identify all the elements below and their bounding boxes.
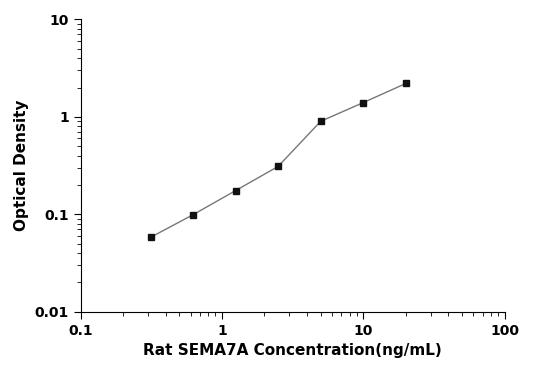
X-axis label: Rat SEMA7A Concentration(ng/mL): Rat SEMA7A Concentration(ng/mL) (143, 343, 442, 358)
Y-axis label: Optical Density: Optical Density (14, 100, 29, 231)
